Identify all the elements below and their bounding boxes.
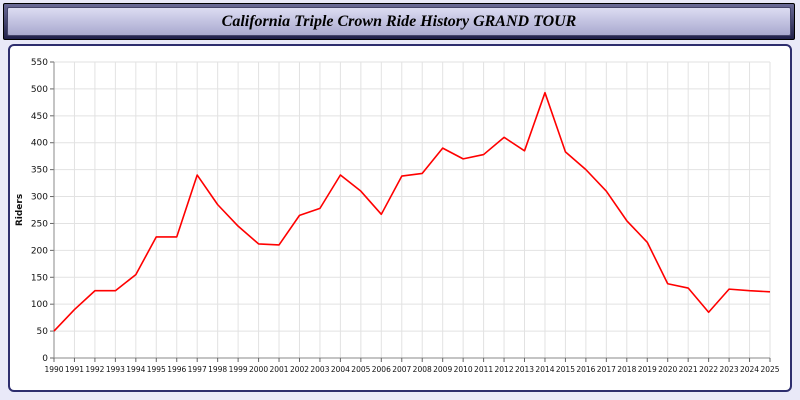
svg-text:1999: 1999	[229, 365, 248, 374]
svg-text:2004: 2004	[331, 365, 350, 374]
svg-text:1992: 1992	[85, 365, 104, 374]
svg-text:0: 0	[42, 354, 48, 364]
app-header: California Triple Crown Ride History GRA…	[3, 3, 795, 40]
svg-text:2025: 2025	[760, 365, 779, 374]
svg-text:2005: 2005	[351, 365, 370, 374]
svg-text:50: 50	[37, 327, 49, 337]
svg-text:2023: 2023	[720, 365, 739, 374]
page-title: California Triple Crown Ride History GRA…	[221, 13, 577, 30]
svg-text:100: 100	[31, 300, 48, 310]
svg-text:Riders: Riders	[15, 194, 25, 226]
svg-text:2012: 2012	[495, 365, 514, 374]
svg-text:350: 350	[31, 166, 48, 176]
svg-text:2007: 2007	[392, 365, 411, 374]
svg-text:2001: 2001	[269, 365, 288, 374]
svg-text:2009: 2009	[433, 365, 452, 374]
svg-text:2003: 2003	[310, 365, 329, 374]
svg-text:2018: 2018	[617, 365, 636, 374]
svg-text:2017: 2017	[597, 365, 616, 374]
svg-text:400: 400	[31, 139, 48, 149]
svg-text:2019: 2019	[638, 365, 657, 374]
svg-text:450: 450	[31, 112, 48, 122]
svg-text:150: 150	[31, 273, 48, 283]
svg-text:1994: 1994	[126, 365, 145, 374]
svg-text:2008: 2008	[413, 365, 432, 374]
svg-text:1991: 1991	[65, 365, 84, 374]
svg-text:2011: 2011	[474, 365, 493, 374]
title-plaque: California Triple Crown Ride History GRA…	[7, 7, 791, 36]
svg-text:500: 500	[31, 85, 48, 95]
svg-text:300: 300	[31, 193, 48, 203]
svg-text:2016: 2016	[576, 365, 595, 374]
svg-text:1998: 1998	[208, 365, 227, 374]
svg-text:1993: 1993	[106, 365, 125, 374]
svg-text:2022: 2022	[699, 365, 718, 374]
svg-text:2015: 2015	[556, 365, 575, 374]
svg-text:1990: 1990	[44, 365, 63, 374]
svg-text:2014: 2014	[535, 365, 554, 374]
svg-text:1996: 1996	[167, 365, 186, 374]
svg-text:2010: 2010	[454, 365, 473, 374]
chart-panel: 0 50 100 150 200 250 300 350 400 450 500 550 1990 199…	[8, 44, 792, 392]
svg-text:2000: 2000	[249, 365, 268, 374]
svg-text:250: 250	[31, 219, 48, 229]
svg-text:550: 550	[31, 58, 48, 68]
svg-text:2002: 2002	[290, 365, 309, 374]
svg-text:2013: 2013	[515, 365, 534, 374]
svg-text:1997: 1997	[188, 365, 207, 374]
svg-text:2006: 2006	[372, 365, 391, 374]
svg-text:2024: 2024	[740, 365, 759, 374]
svg-text:2020: 2020	[658, 365, 677, 374]
svg-text:200: 200	[31, 246, 48, 256]
svg-text:2021: 2021	[679, 365, 698, 374]
svg-text:1995: 1995	[147, 365, 166, 374]
